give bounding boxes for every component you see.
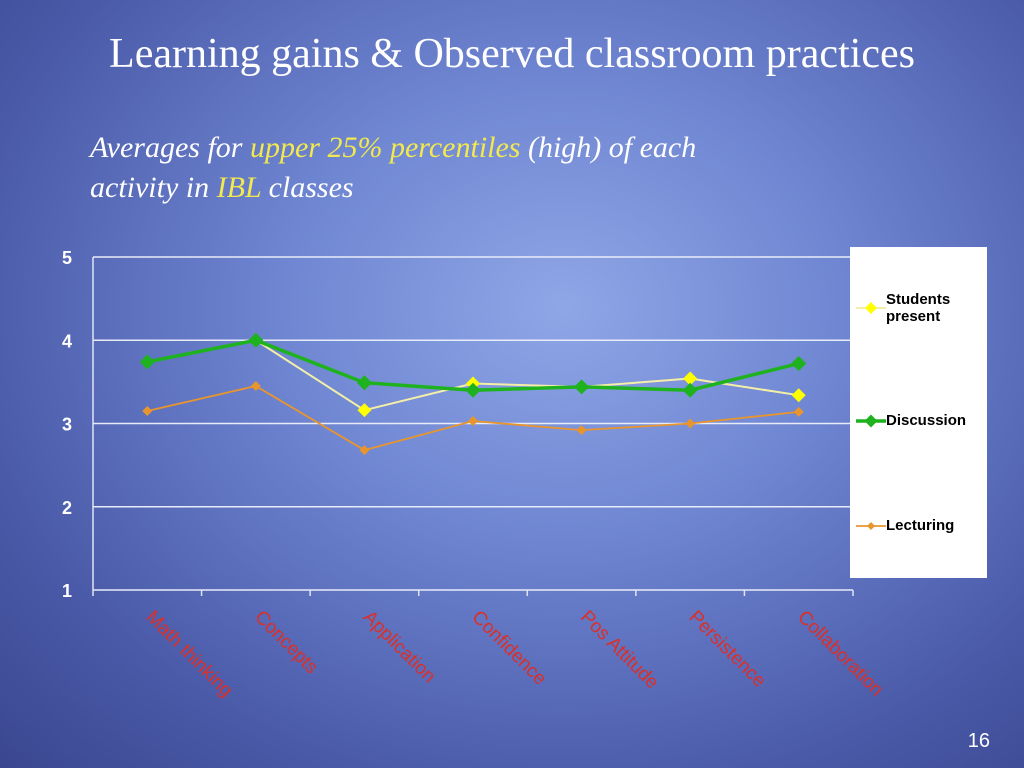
subtitle-segment: (high) of each [520,131,697,164]
series-marker [576,425,587,436]
legend-marker [865,301,877,314]
legend-swatch [856,521,886,530]
subtitle-segment: activity in [90,171,217,204]
legend-swatch [856,301,886,314]
series-marker [682,382,698,398]
series-marker [791,356,807,372]
x-tick-label: Pos Attitude [576,607,663,694]
slide-title: Learning gains & Observed classroom prac… [109,31,915,77]
page-number: 16 [967,730,990,752]
subtitle-segment: Averages for [90,131,250,164]
x-tick-label: Application [359,607,440,688]
series-marker [574,379,590,395]
series-marker [250,381,261,392]
legend-marker [867,521,875,530]
subtitle-segment: classes [261,171,354,204]
legend-item: Lecturing [850,517,987,534]
y-tick-label: 3 [62,415,72,435]
x-tick-label: Collaboration [793,607,887,701]
series-marker [356,375,372,391]
subtitle-line: Averages for upper 25% percentiles (high… [90,128,696,168]
series-marker [793,406,804,417]
series-marker [683,371,698,386]
x-tick-label: Persistence [685,607,770,692]
legend-swatch [856,414,886,428]
y-tick-label: 5 [62,248,72,268]
legend-item: Discussion [850,412,987,429]
subtitle: Averages for upper 25% percentiles (high… [90,128,696,208]
x-tick-label: Confidence [467,607,550,690]
subtitle-line: activity in IBL classes [90,168,696,208]
series-marker [142,406,153,417]
legend-label: Lecturing [886,517,955,535]
subtitle-segment: upper 25% percentiles [249,131,521,164]
y-tick-label: 4 [62,331,72,351]
legend-label: Students present [886,290,951,325]
x-tick-label: Math thinking [142,607,237,702]
series-marker [465,382,481,398]
subtitle-segment: IBL [216,171,262,204]
y-tick-label: 1 [62,581,72,601]
series-marker [357,403,372,418]
series-marker [791,388,806,403]
series-marker [685,418,696,429]
series-marker [468,416,478,427]
legend-label: Discussion [886,412,967,430]
legend: Students present Discussion Lecturing [850,247,987,578]
series-marker [248,332,264,348]
series-marker [359,445,370,456]
legend-marker [864,414,878,428]
x-tick-label: Concepts [250,607,322,679]
legend-item: Students present [850,291,987,325]
series-line [147,339,799,412]
y-tick-label: 2 [62,498,72,518]
series-marker [139,354,155,370]
